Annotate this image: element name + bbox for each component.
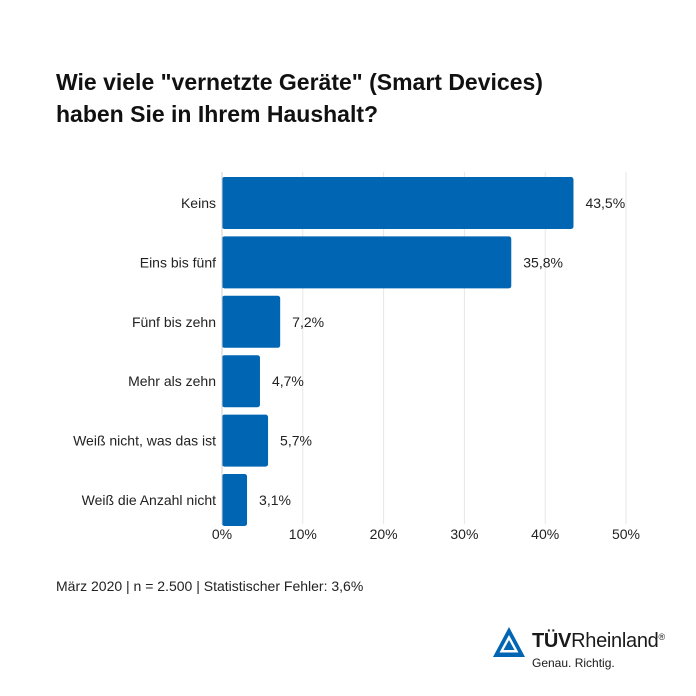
- value-label: 3,1%: [259, 492, 291, 508]
- logo-wordmark: TÜVRheinland®: [532, 630, 665, 653]
- x-tick-label: 0%: [212, 526, 232, 542]
- category-label: Keins: [181, 195, 216, 211]
- value-label: 5,7%: [280, 433, 312, 449]
- value-label: 43,5%: [585, 195, 625, 211]
- bar: [222, 236, 512, 289]
- category-label: Weiß die Anzahl nicht: [82, 492, 216, 508]
- logo-brand-bold: TÜV: [532, 630, 572, 652]
- bar: [222, 474, 248, 526]
- x-tick-label: 20%: [370, 526, 398, 542]
- x-tick-label: 30%: [450, 526, 478, 542]
- chart-title-line-1: Wie viele "vernetzte Geräte" (Smart Devi…: [56, 69, 543, 95]
- category-label: Mehr als zehn: [128, 373, 216, 389]
- chart-title-line-2: haben Sie in Ihrem Haushalt?: [56, 101, 379, 127]
- logo-tagline: Genau. Richtig.: [532, 656, 615, 670]
- value-label: 7,2%: [292, 314, 324, 330]
- logo-registered-mark: ®: [658, 632, 665, 642]
- logo-brand-regular: Rheinland: [571, 630, 659, 652]
- category-label: Fünf bis zehn: [132, 314, 216, 330]
- chart-title: Wie viele "vernetzte Geräte" (Smart Devi…: [56, 66, 656, 130]
- bar: [222, 295, 281, 348]
- survey-footnote: März 2020 | n = 2.500 | Statistischer Fe…: [56, 578, 364, 594]
- bar: [222, 177, 574, 229]
- category-label: Weiß nicht, was das ist: [73, 433, 216, 449]
- x-tick-label: 50%: [612, 526, 640, 542]
- bar: [222, 355, 260, 408]
- category-label: Eins bis fünf: [140, 254, 216, 270]
- value-label: 35,8%: [523, 254, 563, 270]
- x-tick-label: 40%: [531, 526, 559, 542]
- tuv-rheinland-logo: TÜVRheinland® Genau. Richtig.: [492, 626, 682, 676]
- tuv-triangle-logo-icon: [493, 627, 525, 657]
- x-tick-label: 10%: [289, 526, 317, 542]
- value-label: 4,7%: [272, 373, 304, 389]
- bar: [222, 414, 269, 467]
- bar-chart: 0% 10% 20% 30% 40% 50% Keins 43,5% Eins bis fünf…: [73, 172, 640, 542]
